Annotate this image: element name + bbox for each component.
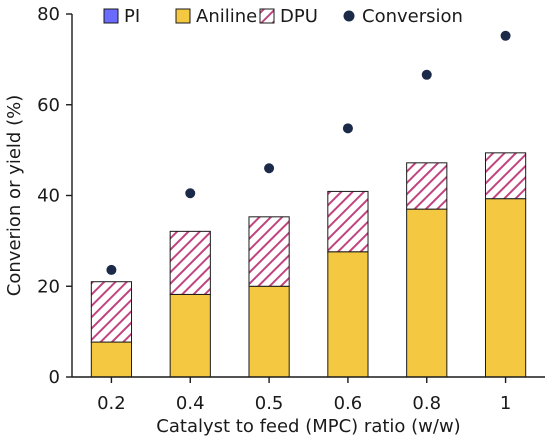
x-tick-label-0_6: 0.6 [334,393,363,414]
bar-dpu-0_4 [169,230,211,295]
legend: PI Aniline DPU Conversion [103,6,463,27]
point-conversion-0_5 [264,163,275,174]
bar-aniline-1 [484,198,527,378]
y-tick-label-40: 40 [37,186,60,207]
x-tick-label-0_8: 0.8 [412,393,441,414]
y-tick-label-0: 0 [49,367,60,388]
x-tick-label-1: 1 [500,393,511,414]
legend-label-dpu: DPU [280,6,318,27]
bar-aniline-0_8 [406,208,448,378]
y-tick-label-80: 80 [37,4,60,25]
x-tick-label-0_5: 0.5 [255,393,284,414]
legend-swatch-aniline [175,8,191,24]
bar-dpu-0_5 [248,216,290,287]
point-conversion-0_2 [106,264,117,275]
x-axis-label: Catalyst to feed (MPC) ratio (w/w) [156,416,460,437]
legend-item-conversion: Conversion [343,6,463,27]
legend-label-aniline: Aniline [196,6,257,27]
bar-dpu-0_6 [327,190,369,253]
y-tick-label-20: 20 [37,276,60,297]
point-conversion-0_6 [342,123,353,134]
bars-layer [90,152,527,378]
axes: 0 20 40 60 80 0.2 0.4 0.5 0.6 0.8 1 [37,4,545,414]
bar-aniline-0_2 [90,341,133,378]
point-conversion-0_8 [421,69,432,80]
bar-aniline-0_5 [248,285,290,378]
legend-swatch-pi [103,8,119,24]
y-axis-label: Converion or yield (%) [4,95,25,296]
legend-label-pi: PI [124,6,140,27]
legend-label-conversion: Conversion [362,6,463,27]
legend-item-aniline: Aniline [175,6,257,27]
legend-swatch-dpu [259,8,275,24]
legend-item-dpu: DPU [259,6,318,27]
bar-aniline-0_4 [169,293,211,378]
point-conversion-0_4 [185,188,196,199]
bar-aniline-0_6 [327,251,369,378]
x-tick-label-0_2: 0.2 [97,393,126,414]
bar-dpu-1 [484,152,527,200]
legend-item-pi: PI [103,6,140,27]
bar-dpu-0_8 [406,162,448,210]
y-tick-label-60: 60 [37,95,60,116]
point-conversion-1 [500,30,511,41]
conversion-points-layer [106,30,511,275]
x-tick-label-0_4: 0.4 [176,393,205,414]
bar-dpu-0_2 [90,281,133,343]
legend-marker-conversion [343,10,355,22]
